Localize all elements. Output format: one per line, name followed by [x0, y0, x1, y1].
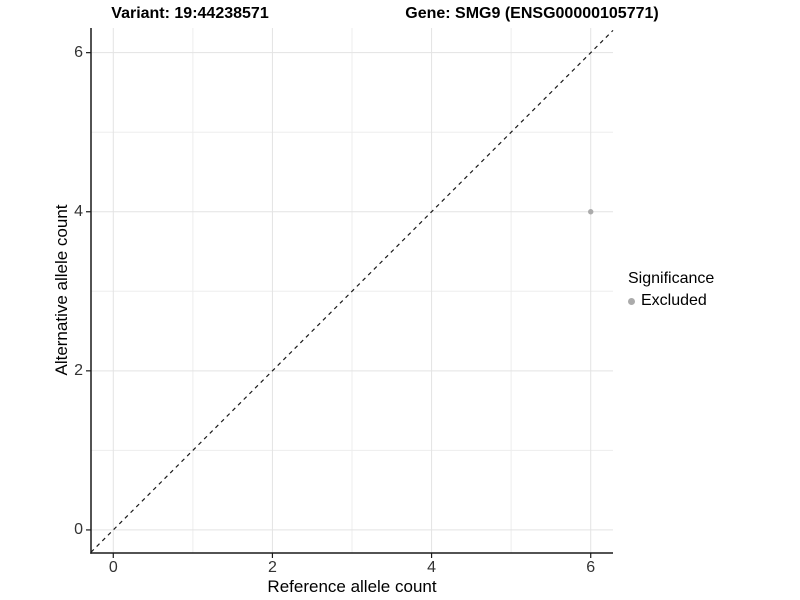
- data-point: [588, 209, 594, 215]
- y-axis-label: Alternative allele count: [52, 204, 71, 376]
- y-tick-label: 0: [74, 520, 83, 538]
- x-tick-label: 4: [427, 559, 437, 576]
- legend-item-excluded: Excluded: [628, 292, 714, 310]
- legend-title: Significance: [628, 270, 715, 287]
- y-tick-label: 6: [74, 43, 83, 61]
- x-tick-label: 2: [267, 559, 277, 576]
- x-tick-label: 6: [586, 559, 596, 576]
- x-tick-label: 0: [108, 559, 118, 576]
- legend-item-label: Excluded: [641, 292, 707, 309]
- excluded-dot-icon: [628, 297, 635, 305]
- y-tick-label: 2: [74, 361, 83, 379]
- gene-title: Gene: SMG9 (ENSG00000105771): [405, 5, 659, 22]
- x-axis-label: Reference allele count: [267, 577, 437, 596]
- identity-line: [90, 29, 614, 553]
- legend: Significance Excluded: [628, 270, 714, 310]
- variant-title: Variant: 19:44238571: [111, 5, 269, 22]
- y-tick-label: 4: [74, 202, 83, 220]
